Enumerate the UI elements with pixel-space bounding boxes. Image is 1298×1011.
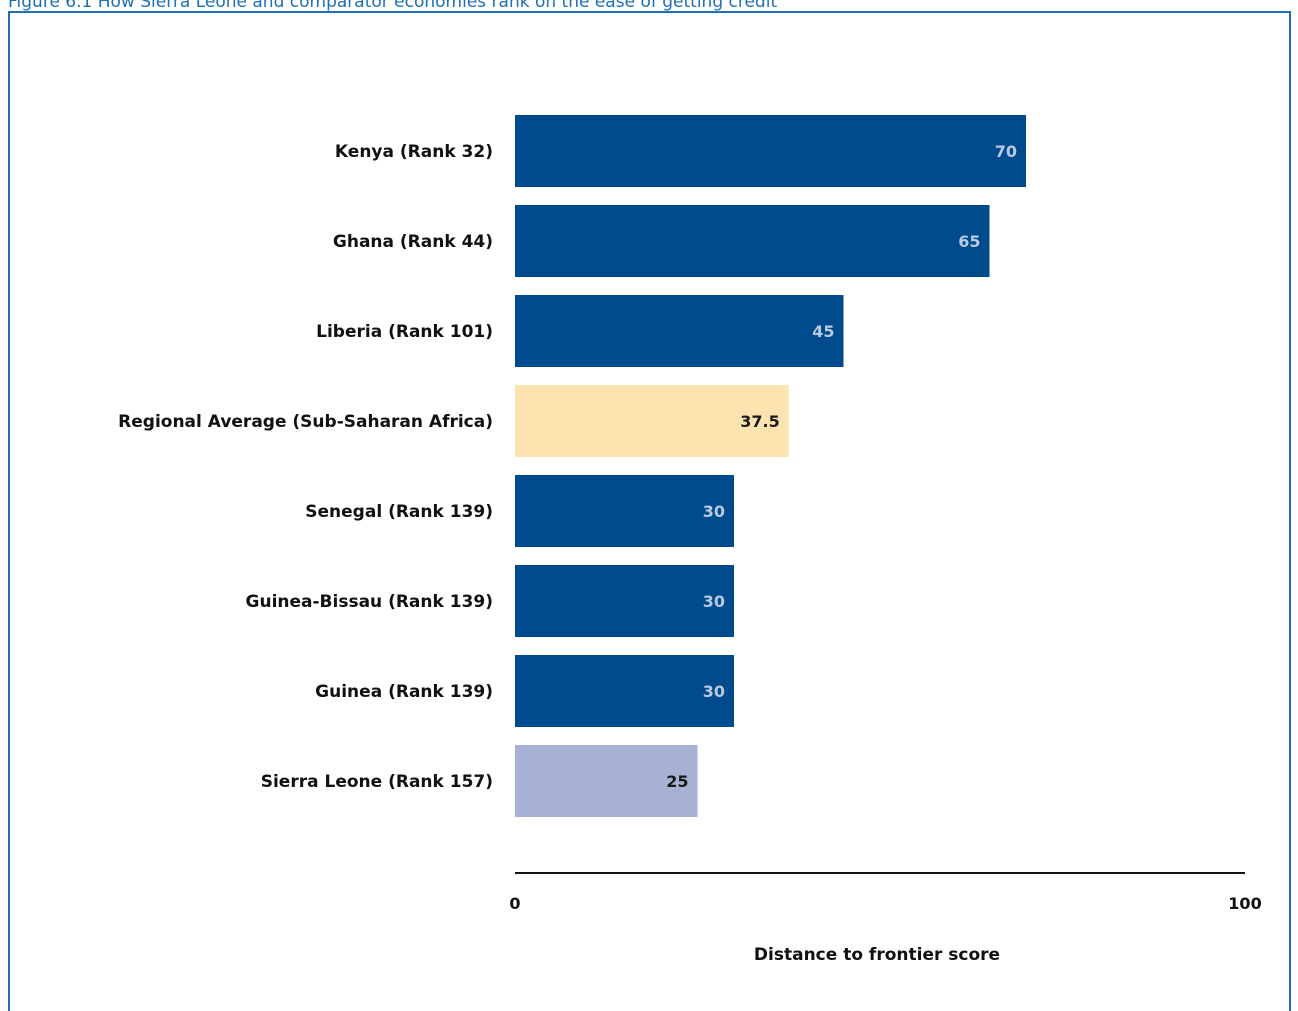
category-label: Liberia (Rank 101) — [316, 322, 493, 342]
x-axis-title: Distance to frontier score — [754, 945, 1000, 965]
bar — [515, 385, 789, 457]
bar — [515, 655, 734, 727]
bar — [515, 205, 990, 277]
value-label: 30 — [703, 502, 725, 521]
category-label: Kenya (Rank 32) — [335, 142, 493, 162]
bar — [515, 295, 844, 367]
category-label: Senegal (Rank 139) — [305, 502, 493, 522]
value-label: 30 — [703, 682, 725, 701]
figure-title: Figure 6.1 How Sierra Leone and comparat… — [8, 0, 778, 12]
x-tick-label: 0 — [509, 894, 520, 913]
labels-layer: Kenya (Rank 32) 70 Ghana (Rank 44) 65 Liberi… — [118, 142, 1017, 792]
value-label: 65 — [958, 232, 980, 251]
bar — [515, 475, 734, 547]
value-label: 70 — [995, 142, 1017, 161]
bars-layer — [515, 115, 1026, 817]
figure-frame — [8, 11, 1291, 1011]
category-label: Guinea-Bissau (Rank 139) — [246, 592, 493, 612]
bar — [515, 565, 734, 637]
value-label: 25 — [666, 772, 688, 791]
value-label: 37.5 — [740, 412, 779, 431]
bar — [515, 745, 698, 817]
category-label: Sierra Leone (Rank 157) — [261, 772, 493, 792]
value-label: 30 — [703, 592, 725, 611]
x-tick-label: 100 — [1228, 894, 1261, 913]
x-ticks: 0 100 — [509, 894, 1261, 913]
bar — [515, 115, 1026, 187]
category-label: Regional Average (Sub-Saharan Africa) — [118, 412, 493, 432]
category-label: Ghana (Rank 44) — [333, 232, 493, 252]
value-label: 45 — [812, 322, 834, 341]
category-label: Guinea (Rank 139) — [315, 682, 493, 702]
